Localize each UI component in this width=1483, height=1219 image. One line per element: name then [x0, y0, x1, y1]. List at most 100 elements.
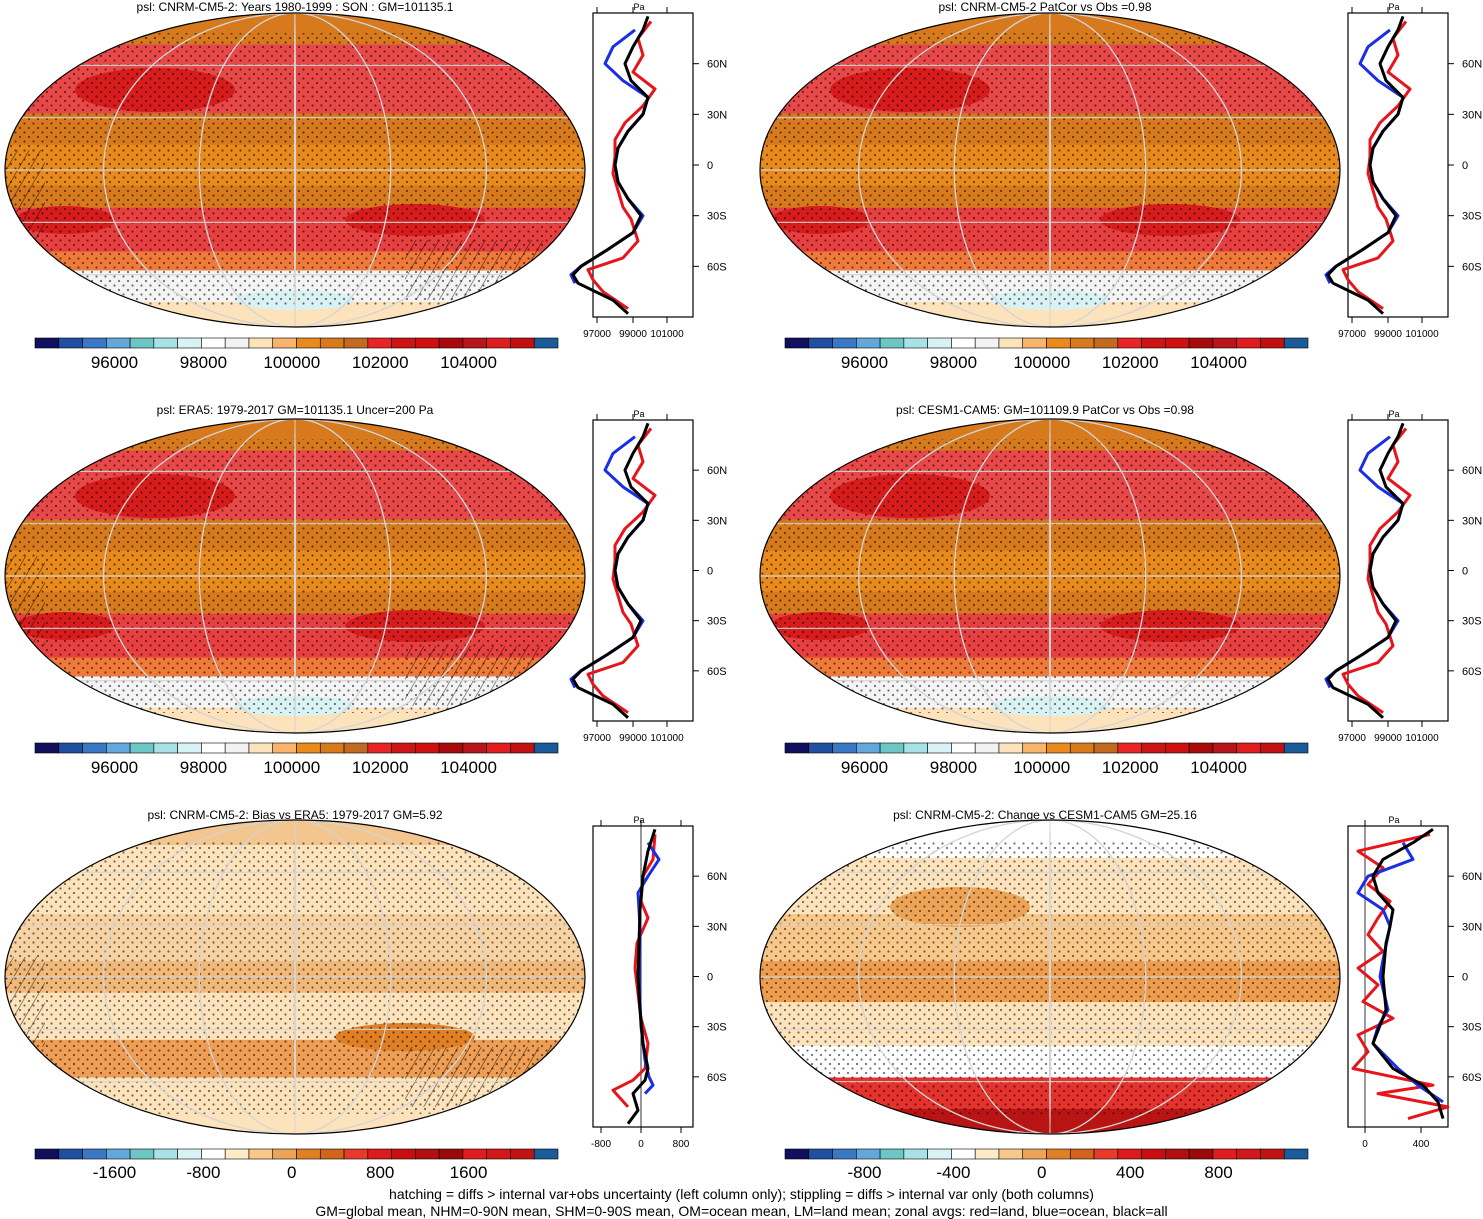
panel-title: psl: CNRM-CM5-2 PatCor vs Obs =0.98 [938, 0, 1151, 14]
zonal-land-line [1341, 427, 1412, 714]
zonal-plot-unit: Pa [1388, 409, 1399, 419]
colorbar-swatch [1022, 337, 1047, 349]
colorbar-swatch [177, 337, 202, 349]
zonal-xtick-label: 97000 [1338, 329, 1366, 340]
colorbar-swatch [808, 742, 833, 754]
colorbar-swatch [533, 337, 559, 349]
colorbar-swatch [58, 337, 83, 349]
colorbar-swatch [1188, 337, 1214, 349]
zonal-all-line [1326, 422, 1405, 719]
colorbar-swatch [224, 742, 250, 754]
colorbar-label: 400 [1116, 1163, 1144, 1182]
colorbar-swatch [1260, 742, 1285, 754]
colorbar-swatch [272, 1148, 297, 1160]
zonal-ytick-label: 60S [707, 666, 727, 678]
zonal-xtick-label: 101000 [650, 329, 684, 340]
zonal-ytick-label: 60S [1462, 261, 1482, 273]
colorbar-label: 96000 [91, 758, 138, 777]
colorbar: -1600 -800 0 800 1600 [34, 1148, 559, 1182]
colorbar-swatch [367, 1148, 392, 1160]
map-border [759, 418, 1341, 734]
colorbar-label: 102000 [1102, 353, 1159, 372]
colorbar-swatch [343, 1148, 369, 1160]
zonal-ytick-label: 60N [1462, 59, 1482, 71]
map [760, 13, 1340, 327]
colorbar-swatch [1188, 742, 1214, 754]
colorbar-label: 96000 [841, 353, 888, 372]
zonal-all-line [571, 422, 650, 719]
zonal-all-line [571, 15, 650, 315]
colorbar-swatch [1022, 1148, 1047, 1160]
zonal-ytick-label: 60S [707, 261, 727, 273]
panel-title: psl: CNRM-CM5-2: Change vs CESM1-CAM5 GM… [893, 808, 1197, 822]
colorbar-swatch [1165, 337, 1190, 349]
colorbar-swatch [415, 742, 440, 754]
graticule-meridian [103, 13, 487, 327]
graticule-meridian [293, 13, 297, 327]
panel-5: psl: CNRM-CM5-2: Bias vs ERA5: 1979-2017… [4, 808, 727, 1182]
colorbar-swatch [272, 337, 297, 349]
graticule-meridian [1048, 13, 1052, 327]
zonal-xtick-label: 400 [1413, 1139, 1430, 1150]
zonal-ytick-label: 0 [707, 566, 713, 578]
colorbar-label: 100000 [1013, 758, 1070, 777]
zonal-ytick-label: 60S [1462, 1072, 1482, 1084]
colorbar-swatch [998, 337, 1024, 349]
colorbar-swatch [201, 742, 226, 754]
colorbar-swatch [486, 1148, 511, 1160]
colorbar-swatch [296, 337, 321, 349]
colorbar-swatch [808, 337, 833, 349]
zonal-xtick-label: 800 [673, 1139, 690, 1150]
colorbar-swatch [296, 1148, 321, 1160]
colorbar-swatch [927, 742, 952, 754]
colorbar-swatch [224, 1148, 250, 1160]
zonal-xtick-label: 99000 [1374, 329, 1402, 340]
panel-title: psl: CNRM-CM5-2: Bias vs ERA5: 1979-2017… [147, 808, 442, 822]
zonal-mean-plot: Pa 60N 30N 0 30S 60S 0 400 [1347, 815, 1482, 1150]
colorbar-swatch [1188, 1148, 1214, 1160]
colorbar-swatch [951, 742, 976, 754]
colorbar-swatch [106, 742, 131, 754]
colorbar-swatch [1093, 1148, 1119, 1160]
zonal-ytick-label: 30S [707, 1022, 727, 1034]
colorbar-swatch [1212, 742, 1237, 754]
colorbar-swatch [1283, 1148, 1309, 1160]
colorbar-label: 800 [366, 1163, 394, 1182]
graticule-meridian [293, 820, 297, 1134]
zonal-plot-unit: Pa [1388, 815, 1399, 825]
colorbar-swatch [1069, 1148, 1095, 1160]
colorbar-swatch [201, 337, 226, 349]
zonal-ytick-label: 30S [1462, 1022, 1482, 1034]
colorbar-swatch [1283, 337, 1309, 349]
graticule-meridian [953, 13, 1147, 327]
colorbar-swatch [974, 337, 1000, 349]
zonal-ytick-label: 60N [707, 59, 727, 71]
colorbar-swatch [533, 742, 559, 754]
colorbar-swatch [974, 742, 1000, 754]
zonal-ytick-label: 30N [707, 109, 727, 121]
zonal-plot-unit: Pa [633, 2, 644, 12]
colorbar-swatch [34, 742, 60, 754]
colorbar-swatch [462, 1148, 487, 1160]
colorbar-swatch [438, 742, 464, 754]
colorbar-swatch [856, 337, 881, 349]
colorbar-label: 102000 [1102, 758, 1159, 777]
colorbar-swatch [486, 337, 511, 349]
zonal-mean-plot: Pa 60N 30N 0 30S 60S 97000 99000 101000 [569, 409, 727, 744]
graticule-meridian [1048, 419, 1052, 733]
colorbar-label: -1600 [93, 1163, 136, 1182]
colorbar-swatch [784, 1148, 810, 1160]
colorbar-swatch [177, 742, 202, 754]
colorbar-label: 104000 [1190, 758, 1247, 777]
colorbar: 96000 98000 100000 102000 104000 [34, 337, 559, 372]
colorbar-swatch [1236, 742, 1261, 754]
zonal-ytick-label: 60S [1462, 666, 1482, 678]
graticule-meridian [857, 820, 1242, 1134]
colorbar-label: 102000 [352, 353, 409, 372]
zonal-ytick-label: 30N [707, 921, 727, 933]
colorbar-swatch [391, 742, 416, 754]
zonal-xtick-label: 0 [1362, 1139, 1368, 1150]
map [760, 419, 1340, 733]
zonal-xtick-label: 0 [638, 1139, 644, 1150]
